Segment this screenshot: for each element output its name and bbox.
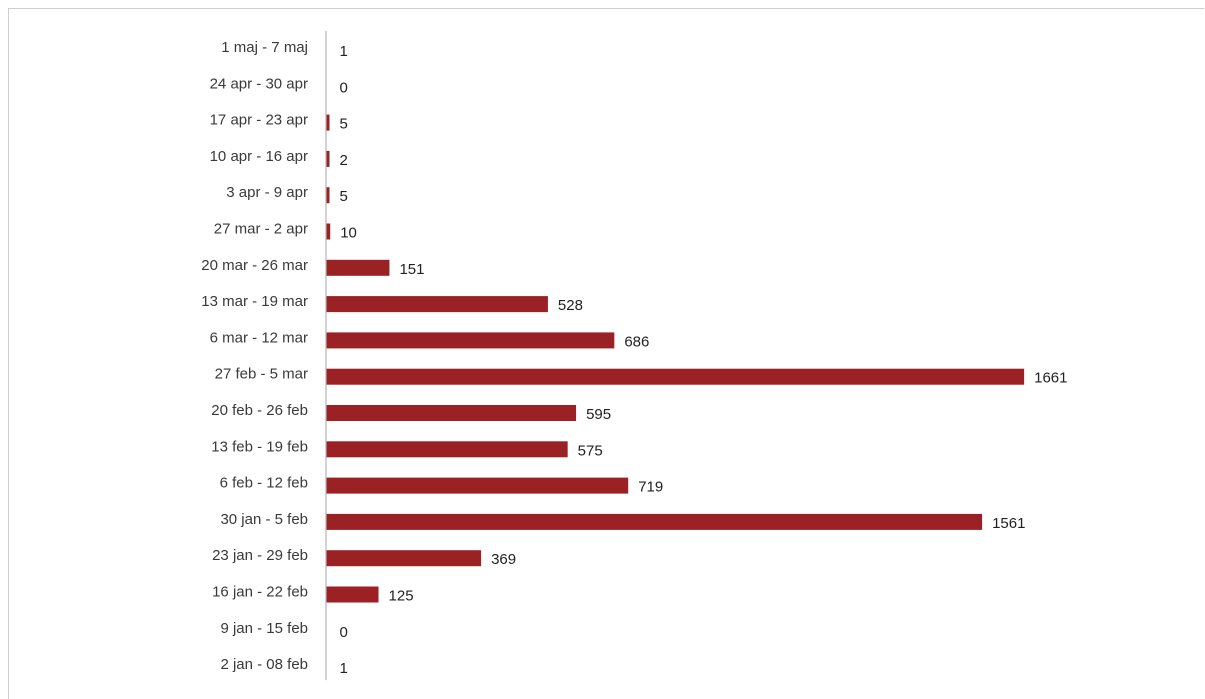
value-label: 595 xyxy=(586,406,611,423)
bar xyxy=(326,513,983,530)
chart-frame xyxy=(8,8,1204,699)
bar xyxy=(326,441,568,458)
bars-layer xyxy=(326,114,1025,603)
category-label: 13 feb - 19 feb xyxy=(211,438,308,455)
value-label: 0 xyxy=(340,79,348,96)
category-label: 10 apr - 16 apr xyxy=(210,148,308,165)
value-label: 125 xyxy=(389,588,414,605)
category-label: 27 feb - 5 mar xyxy=(215,366,308,383)
bar xyxy=(326,586,379,603)
category-label: 20 feb - 26 feb xyxy=(211,402,308,419)
bar xyxy=(326,296,548,313)
value-label: 1561 xyxy=(992,515,1025,532)
value-label: 151 xyxy=(399,261,424,278)
value-label: 2 xyxy=(340,152,348,169)
category-label: 6 feb - 12 feb xyxy=(220,475,308,492)
bar xyxy=(326,114,330,131)
category-label: 17 apr - 23 apr xyxy=(210,112,308,129)
category-label: 30 jan - 5 feb xyxy=(220,511,308,528)
value-label: 5 xyxy=(340,116,348,133)
value-label: 1 xyxy=(340,660,348,677)
bar xyxy=(326,332,615,349)
category-label: 9 jan - 15 feb xyxy=(220,620,308,637)
value-label: 575 xyxy=(578,442,603,459)
bar xyxy=(326,150,330,167)
bar xyxy=(326,368,1025,385)
bar xyxy=(326,405,577,421)
category-label: 13 mar - 19 mar xyxy=(201,293,308,310)
value-label: 1661 xyxy=(1034,370,1067,387)
category-label: 6 mar - 12 mar xyxy=(210,329,308,346)
category-label: 23 jan - 29 feb xyxy=(212,547,308,564)
value-label: 10 xyxy=(340,225,357,242)
value-label: 0 xyxy=(340,624,348,641)
bar xyxy=(326,187,330,204)
category-label: 24 apr - 30 apr xyxy=(210,75,308,92)
value-label: 719 xyxy=(638,479,663,496)
value-label: 1 xyxy=(340,43,348,60)
bar xyxy=(326,477,629,494)
value-label: 369 xyxy=(491,551,516,568)
bar xyxy=(326,550,482,567)
bar xyxy=(326,259,390,276)
value-label: 686 xyxy=(624,333,649,350)
category-label: 2 jan - 08 feb xyxy=(220,656,308,673)
category-label: 3 apr - 9 apr xyxy=(226,184,308,201)
category-label: 1 maj - 7 maj xyxy=(221,39,308,56)
category-label: 20 mar - 26 mar xyxy=(201,257,308,274)
value-label: 528 xyxy=(558,297,583,314)
value-label: 5 xyxy=(340,188,348,205)
bar xyxy=(326,223,331,240)
category-label: 27 mar - 2 apr xyxy=(214,221,308,238)
category-label: 16 jan - 22 feb xyxy=(212,584,308,601)
labels-layer: 1 maj - 7 maj 1 24 apr - 30 apr 0 17 apr - 2… xyxy=(201,39,1067,677)
